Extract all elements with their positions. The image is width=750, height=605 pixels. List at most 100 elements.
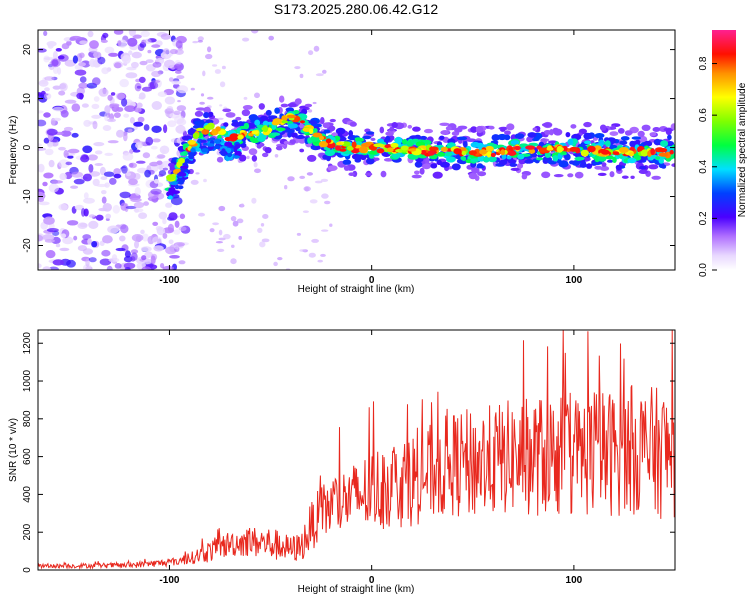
spectral-ridge-mark xyxy=(468,172,478,180)
spectral-ridge-mark xyxy=(322,122,330,129)
spectral-ridge-mark xyxy=(188,153,195,160)
noise-blob xyxy=(151,70,162,78)
spectral-ridge-mark xyxy=(225,112,236,118)
noise-blob xyxy=(307,109,313,113)
spectral-ridge-mark xyxy=(621,175,629,179)
spectral-ridge-mark xyxy=(222,108,232,113)
spectral-ridge-mark xyxy=(166,174,176,181)
spectral-ridge-mark xyxy=(569,160,575,165)
colorbar-ticks: 0.0 0.2 0.4 0.6 0.8 xyxy=(698,56,717,277)
spectral-ridge-mark xyxy=(380,170,387,178)
noise-blob xyxy=(135,142,143,149)
spectral-ridge-mark xyxy=(258,103,265,110)
spectral-ridge-mark xyxy=(470,126,478,133)
noise-blob xyxy=(209,228,215,233)
spectral-ridge-mark xyxy=(427,149,435,156)
noise-blob xyxy=(79,40,88,45)
spectral-ridge-mark xyxy=(546,147,554,151)
spectral-ridge-mark xyxy=(206,143,215,147)
spectral-ridge-mark xyxy=(580,161,587,168)
spectral-ridge-mark xyxy=(650,148,655,156)
noise-blob xyxy=(308,50,314,56)
spectral-ridge-mark xyxy=(503,134,511,141)
spectral-ridge-mark xyxy=(235,116,242,121)
noise-blob xyxy=(236,218,244,224)
noise-blob xyxy=(71,103,81,112)
spectral-ridge-mark xyxy=(634,139,641,145)
spectral-ridge-mark xyxy=(262,125,269,133)
spectral-ridge-mark xyxy=(485,145,494,152)
spectral-ridge-mark xyxy=(414,170,420,175)
spectral-ridge-mark xyxy=(658,152,669,157)
spectral-ridge-mark xyxy=(227,152,233,158)
spectral-ridge-mark xyxy=(307,154,317,162)
noise-blob xyxy=(113,30,124,35)
noise-blob xyxy=(277,257,283,261)
spectral-ridge-mark xyxy=(368,150,377,155)
noise-blob xyxy=(44,239,55,243)
noise-blob xyxy=(123,255,133,263)
spectral-ridge-mark xyxy=(349,121,357,127)
noise-blob xyxy=(91,114,102,119)
spectral-ridge-mark xyxy=(335,145,342,151)
noise-blob xyxy=(48,183,59,193)
spectral-ridge-mark xyxy=(348,172,355,176)
noise-blob xyxy=(150,255,156,265)
noise-blob xyxy=(231,244,235,248)
spectral-ridge-mark xyxy=(335,127,346,135)
spectral-ridge-mark xyxy=(507,159,517,164)
spectral-ridge-mark xyxy=(661,164,667,169)
noise-blob xyxy=(38,197,45,203)
noise-blob xyxy=(73,178,85,185)
noise-blob xyxy=(178,226,187,231)
noise-blob xyxy=(128,162,137,169)
spectral-ridge-mark xyxy=(532,137,540,142)
noise-blob xyxy=(274,154,279,158)
noise-blob xyxy=(76,53,83,62)
spectral-ridge-mark xyxy=(460,156,466,161)
noise-blob xyxy=(179,213,186,220)
noise-blob xyxy=(216,117,224,120)
spectral-ridge-mark xyxy=(483,157,490,163)
noise-blob xyxy=(223,233,231,240)
noise-blob xyxy=(163,124,168,134)
spectral-ridge-mark xyxy=(436,159,442,166)
noise-blob xyxy=(55,243,61,248)
spectral-ridge-mark xyxy=(208,111,214,118)
spectrogram-y-ticks: -20 -10 0 10 20 xyxy=(22,44,675,253)
noise-blob xyxy=(312,101,317,105)
noise-blob xyxy=(44,76,55,81)
noise-blob xyxy=(113,112,121,118)
spectral-ridge-mark xyxy=(643,140,653,147)
noise-blob xyxy=(141,255,147,261)
noise-blob xyxy=(107,118,116,123)
spectral-ridge-mark xyxy=(259,133,266,141)
spectral-ridge-mark xyxy=(451,163,461,171)
spectral-ridge-mark xyxy=(256,144,262,149)
spectral-ridge-mark xyxy=(271,120,280,126)
spectral-ridge-mark xyxy=(287,123,299,129)
spectral-ridge-mark xyxy=(475,125,484,134)
spectral-ridge-mark xyxy=(470,158,480,163)
y-tick-label: 1200 xyxy=(22,332,33,355)
noise-blob xyxy=(43,57,55,61)
spectral-ridge-mark xyxy=(600,124,607,131)
spectral-ridge-mark xyxy=(343,165,350,171)
spectral-ridge-mark xyxy=(468,150,477,156)
noise-blob xyxy=(242,37,250,42)
spectral-ridge-mark xyxy=(339,148,347,152)
noise-blob xyxy=(121,55,131,64)
spectral-ridge-mark xyxy=(506,155,512,160)
noise-blob xyxy=(96,183,108,188)
spectrogram-y-axis-label: Frequency (Hz) xyxy=(8,116,19,185)
spectral-ridge-mark xyxy=(527,132,537,138)
noise-blob xyxy=(46,128,58,136)
spectral-ridge-mark xyxy=(300,120,305,124)
y-tick-label: -20 xyxy=(22,238,33,253)
spectral-ridge-mark xyxy=(194,110,204,117)
noise-blob xyxy=(162,218,167,225)
noise-blob xyxy=(125,172,131,177)
noise-blob xyxy=(150,188,162,195)
spectral-ridge-mark xyxy=(395,137,400,145)
noise-blob xyxy=(83,192,89,200)
